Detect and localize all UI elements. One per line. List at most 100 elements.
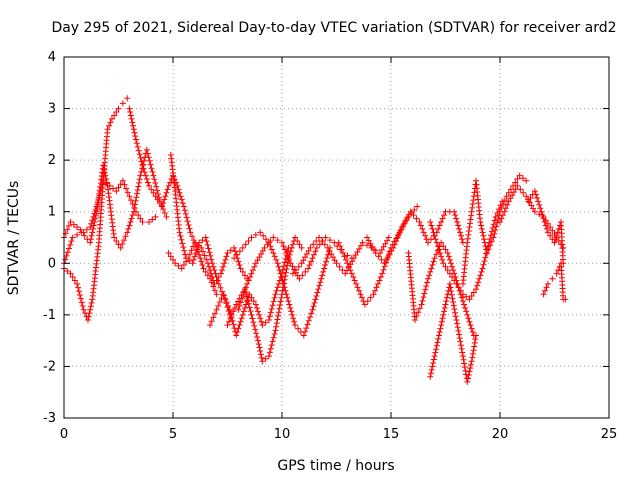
data-point-interp [337, 243, 344, 250]
data-point-interp [450, 302, 457, 309]
data-point-interp [424, 279, 431, 286]
data-point-interp [313, 237, 320, 244]
data-point-interp [504, 201, 511, 208]
data-point-interp [149, 168, 156, 175]
data-point-interp [321, 241, 328, 248]
data-point-interp [451, 306, 458, 313]
series-3 [61, 146, 170, 267]
data-point [446, 280, 453, 287]
data-point-interp [302, 254, 309, 261]
data-point [198, 244, 205, 251]
data-point [492, 213, 499, 220]
data-point-interp [71, 277, 78, 284]
data-point-interp [103, 176, 110, 183]
data-point [370, 291, 377, 298]
data-point-interp [438, 322, 445, 329]
data-point [414, 203, 421, 210]
data-point-interp [284, 253, 291, 260]
data-point-interp [177, 233, 184, 240]
data-point-interp [455, 327, 462, 334]
data-point-interp [487, 232, 494, 239]
series-14 [405, 239, 477, 339]
data-point-interp [221, 260, 228, 267]
data-point-interp [130, 122, 137, 129]
data-point-interp [299, 272, 306, 279]
data-point [137, 172, 144, 179]
data-point-interp [220, 263, 227, 270]
data-point-interp [180, 244, 187, 251]
chart-title: Day 295 of 2021, Sidereal Day-to-day VTE… [51, 20, 616, 36]
data-point-interp [274, 316, 281, 323]
data-point-interp [243, 293, 250, 300]
data-point-interp [354, 248, 361, 255]
data-point-interp [324, 255, 331, 262]
data-point-interp [445, 253, 452, 260]
data-point-interp [267, 309, 274, 316]
series-13 [364, 208, 466, 267]
data-point-interp [342, 256, 349, 263]
data-point [233, 332, 240, 339]
data-point-interp [469, 350, 476, 357]
data-point-interp [430, 356, 437, 363]
data-point-interp [308, 310, 315, 317]
data-point-interp [404, 214, 411, 221]
data-point [287, 260, 294, 267]
data-point-interp [113, 237, 120, 244]
data-point [124, 95, 131, 102]
data-point-interp [484, 247, 491, 254]
data-point-interp [85, 313, 92, 320]
data-point-interp [467, 365, 474, 372]
axis-ticks: 0 5 10 15 20 25 -3 -2 -1 0 1 2 3 4 [43, 50, 617, 442]
data-point-interp [142, 172, 149, 179]
data-point-interp [543, 284, 550, 291]
data-point-interp [465, 315, 472, 322]
data-point [440, 260, 447, 267]
data-point-interp [136, 176, 143, 183]
data-point-interp [257, 351, 264, 358]
data-point-interp [135, 147, 142, 154]
data-point-interp [526, 199, 533, 206]
data-point-interp [476, 275, 483, 282]
data-point-interp [478, 225, 485, 232]
data-point-interp [94, 201, 101, 208]
data-point-interp [235, 258, 242, 265]
data-point-interp [438, 253, 445, 260]
data-point [562, 296, 569, 303]
data-point-interp [92, 212, 99, 219]
data-point [464, 378, 471, 385]
data-point [272, 291, 279, 298]
data-point-interp [273, 320, 280, 327]
data-point-interp [375, 253, 382, 260]
data-point-interp [141, 169, 148, 176]
data-point-interp [441, 308, 448, 315]
data-point [459, 291, 466, 298]
data-point-interp [434, 243, 441, 250]
data-point-interp [154, 196, 161, 203]
data-point [466, 296, 473, 303]
data-point-interp [162, 193, 169, 200]
data-point-interp [88, 232, 95, 239]
data-point [335, 239, 342, 246]
data-point-interp [454, 324, 461, 331]
data-point-interp [238, 315, 245, 322]
data-point [547, 224, 554, 231]
data-point-interp [97, 180, 104, 187]
data-point [172, 260, 179, 267]
data-point-interp [482, 254, 489, 261]
data-point-interp [185, 221, 192, 228]
data-point-interp [202, 268, 209, 275]
data-point-interp [478, 222, 485, 229]
data-point-interp [74, 231, 81, 238]
data-point-interp [395, 231, 402, 238]
data-point-interp [279, 277, 286, 284]
series-18 [497, 182, 567, 251]
data-point-interp [326, 247, 333, 254]
data-point-interp [263, 236, 270, 243]
data-point-interp [236, 248, 243, 255]
y-tick-label: -1 [43, 308, 56, 323]
data-point-interp [252, 326, 259, 333]
data-point-interp [411, 206, 418, 213]
data-point-interp [211, 287, 218, 294]
data-point-interp [394, 234, 401, 241]
data-point-interp [236, 322, 243, 329]
